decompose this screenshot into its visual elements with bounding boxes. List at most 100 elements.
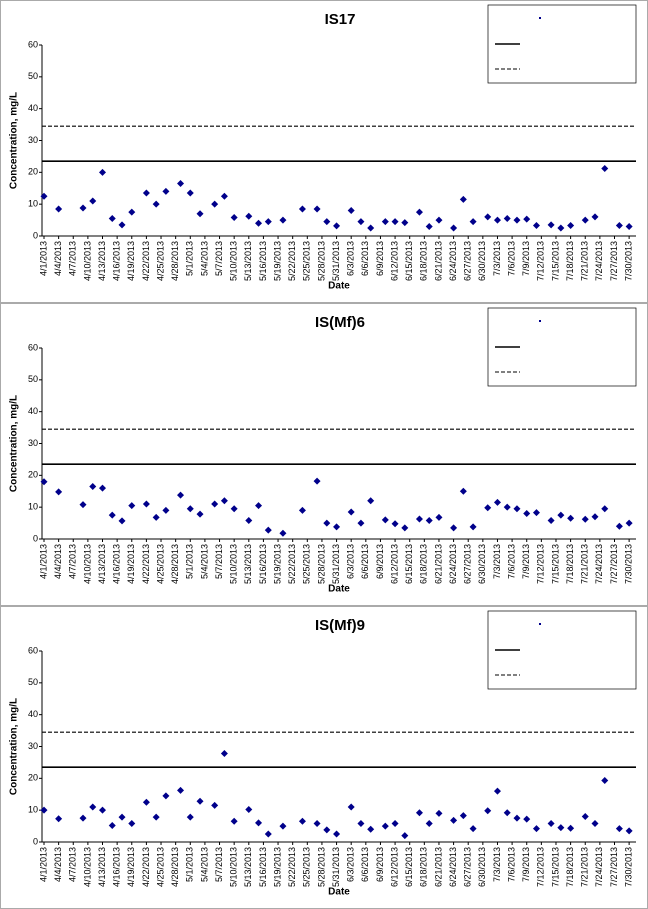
data-point (142, 189, 150, 197)
x-tick-label: 6/9/2013 (375, 847, 385, 882)
x-tick-label: 5/4/2013 (199, 544, 209, 579)
y-tick-label: 40 (28, 406, 38, 416)
x-tick-label: 5/22/2013 (287, 847, 297, 887)
data-point (581, 515, 589, 523)
data-point (118, 813, 126, 821)
x-tick-label: 5/13/2013 (243, 847, 253, 887)
x-tick-label: 4/25/2013 (155, 241, 165, 281)
x-tick-label: 7/30/2013 (623, 241, 633, 281)
data-point (55, 205, 63, 213)
data-point (128, 820, 136, 828)
data-point (347, 508, 355, 516)
x-tick-label: 7/18/2013 (565, 544, 575, 584)
data-point (367, 224, 375, 232)
data-point (401, 219, 409, 227)
data-point (484, 504, 492, 512)
x-tick-label: 4/19/2013 (126, 544, 136, 584)
x-tick-label: 7/18/2013 (565, 241, 575, 281)
data-point (523, 815, 531, 823)
x-tick-label: 7/3/2013 (492, 544, 502, 579)
chart-title: IS17 (325, 11, 356, 28)
data-point (391, 820, 399, 828)
data-point (601, 165, 609, 173)
data-point (581, 813, 589, 821)
data-point (493, 498, 501, 506)
data-point (513, 216, 521, 224)
x-tick-label: 7/3/2013 (492, 847, 502, 882)
x-tick-label: 5/31/2013 (331, 847, 341, 887)
data-point (615, 221, 623, 229)
data-point (40, 192, 48, 200)
data-point (425, 517, 433, 525)
x-axis-label: Date (328, 584, 350, 595)
y-tick-label: 0 (33, 836, 38, 846)
data-point (625, 222, 633, 230)
x-tick-label: 4/13/2013 (97, 241, 107, 281)
data-point (89, 482, 97, 490)
data-point (152, 813, 160, 821)
data-point (532, 221, 540, 229)
data-point (381, 516, 389, 524)
x-tick-label: 6/18/2013 (419, 544, 429, 584)
data-point (313, 477, 321, 485)
data-point (347, 803, 355, 811)
data-point (415, 515, 423, 523)
x-tick-label: 7/27/2013 (609, 544, 619, 584)
data-point (391, 218, 399, 226)
x-tick-label: 7/15/2013 (550, 241, 560, 281)
chart-title: IS(Mf)6 (315, 314, 365, 331)
data-point (425, 820, 433, 828)
y-tick-label: 10 (28, 502, 38, 512)
data-point (333, 222, 341, 230)
y-tick-label: 0 (33, 230, 38, 240)
x-tick-label: 4/28/2013 (170, 544, 180, 584)
x-tick-label: 5/1/2013 (185, 241, 195, 276)
data-point (333, 523, 341, 531)
data-point (245, 517, 253, 525)
x-tick-label: 5/1/2013 (185, 544, 195, 579)
data-point (245, 806, 253, 814)
data-point (567, 824, 575, 832)
x-tick-label: 7/9/2013 (521, 241, 531, 276)
x-tick-label: 7/21/2013 (580, 241, 590, 281)
data-point (391, 520, 399, 528)
data-point (152, 200, 160, 208)
x-tick-label: 5/10/2013 (229, 544, 239, 584)
data-point (503, 503, 511, 511)
data-point (108, 511, 116, 519)
x-tick-label: 4/4/2013 (53, 544, 63, 579)
x-tick-label: 5/13/2013 (243, 241, 253, 281)
data-point (601, 505, 609, 513)
x-tick-label: 6/27/2013 (463, 847, 473, 887)
x-tick-label: 6/12/2013 (389, 544, 399, 584)
y-tick-label: 30 (28, 135, 38, 145)
data-point (415, 208, 423, 216)
x-tick-label: 4/1/2013 (38, 847, 48, 882)
x-tick-label: 6/21/2013 (433, 241, 443, 281)
data-point (89, 197, 97, 205)
x-tick-label: 6/30/2013 (477, 847, 487, 887)
x-tick-label: 4/13/2013 (97, 847, 107, 887)
data-point (40, 806, 48, 814)
x-tick-label: 5/28/2013 (316, 241, 326, 281)
data-point (425, 222, 433, 230)
x-tick-label: 7/12/2013 (536, 544, 546, 584)
data-point (255, 502, 263, 510)
data-point (557, 824, 565, 832)
chart-title: IS(Mf)9 (315, 617, 365, 634)
data-point (381, 218, 389, 226)
data-point (435, 809, 443, 817)
x-tick-label: 7/30/2013 (623, 544, 633, 584)
y-tick-label: 50 (28, 71, 38, 81)
data-point (255, 819, 263, 827)
x-tick-label: 5/19/2013 (272, 544, 282, 584)
data-point (484, 807, 492, 815)
data-point (357, 820, 365, 828)
y-tick-label: 40 (28, 103, 38, 113)
data-point (162, 187, 170, 195)
data-point (450, 224, 458, 232)
x-tick-label: 4/25/2013 (155, 847, 165, 887)
data-point (367, 825, 375, 833)
data-point (196, 210, 204, 218)
data-point (469, 523, 477, 531)
